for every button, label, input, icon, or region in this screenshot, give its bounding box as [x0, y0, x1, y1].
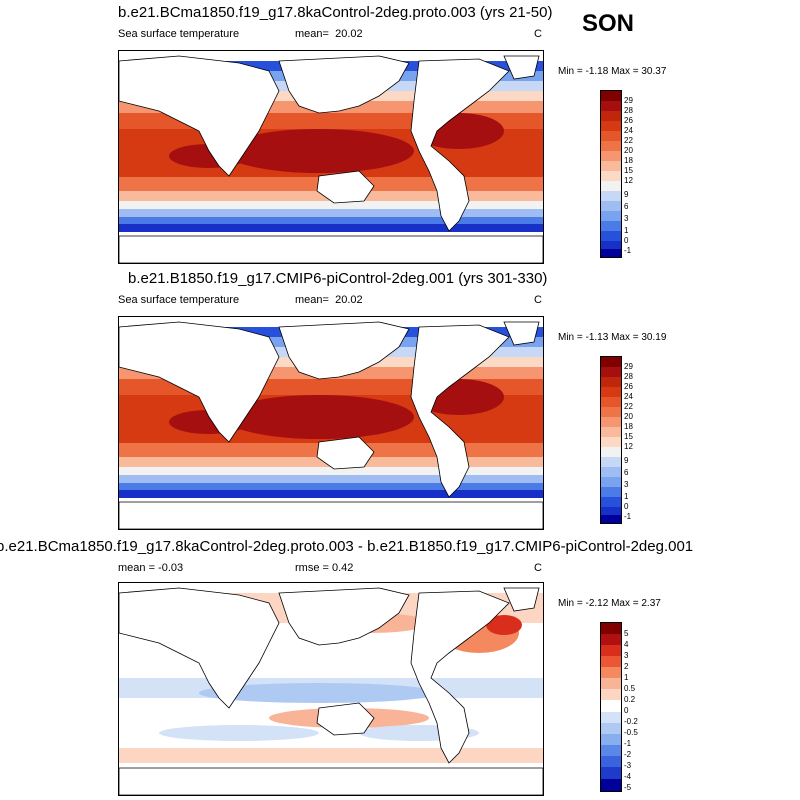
- panel2-cb-label: 28: [624, 372, 633, 381]
- panel2-title: b.e21.B1850.f19_g17.CMIP6-piControl-2deg…: [128, 270, 548, 287]
- panel3-cb-label: 3: [624, 651, 629, 660]
- panel1-cb-label: 0: [624, 236, 629, 245]
- panel1-units: C: [534, 28, 542, 40]
- panel3-minmax: Min = -2.12 Max = 2.37: [558, 598, 661, 609]
- panel2-sst-field: [119, 321, 543, 529]
- panel1-sst-field: [119, 55, 543, 263]
- panel3-cb-label: 0: [624, 706, 629, 715]
- panel2-map: [118, 316, 544, 530]
- panel1-cb-label: 20: [624, 146, 633, 155]
- panel2-colorbar: [600, 356, 622, 524]
- panel3-cb-label: 0.2: [624, 695, 636, 704]
- panel3-cb-label: -0.5: [624, 728, 638, 737]
- panel1-cb-label: 18: [624, 156, 633, 165]
- panel2-cb-label: 3: [624, 480, 629, 489]
- panel1-mean: mean= 20.02: [295, 28, 363, 40]
- panel2-cb-label: 6: [624, 468, 629, 477]
- panel2-cb-label: -1: [624, 512, 632, 521]
- panel3-title: b.e21.BCma1850.f19_g17.8kaControl-2deg.p…: [0, 538, 694, 555]
- season-label: SON: [582, 10, 635, 37]
- panel1-cb-label: 9: [624, 190, 629, 199]
- panel2-mean-value: 20.02: [335, 294, 363, 306]
- panel3-cb-label: -2: [624, 750, 632, 759]
- panel2-cb-label: 12: [624, 442, 633, 451]
- panel2-cb-label: 9: [624, 456, 629, 465]
- panel1-cb-label: 29: [624, 96, 633, 105]
- panel1-mean-label: mean=: [295, 28, 329, 40]
- panel3-cb-label: 0.5: [624, 684, 636, 693]
- panel1-cb-label: 22: [624, 136, 633, 145]
- panel2-cb-label: 24: [624, 392, 633, 401]
- panel3-rmse: rmse = 0.42: [295, 562, 354, 574]
- panel2-mean: mean= 20.02: [295, 294, 363, 306]
- panel2-cb-label: 22: [624, 402, 633, 411]
- panel3-colorbar: [600, 622, 622, 792]
- panel1-cb-label: 24: [624, 126, 633, 135]
- panel3-cb-label: 4: [624, 640, 629, 649]
- panel1-cb-label: 12: [624, 176, 633, 185]
- panel2-cb-label: 15: [624, 432, 633, 441]
- panel2-cb-label: 29: [624, 362, 633, 371]
- panel3-cb-label: 2: [624, 662, 629, 671]
- panel3-difference-field: [119, 583, 543, 795]
- panel2-cb-label: 1: [624, 492, 629, 501]
- panel1-colorbar: [600, 90, 622, 258]
- panel1-cb-label: 28: [624, 106, 633, 115]
- panel3-mean: mean = -0.03: [118, 562, 184, 574]
- panel3-cb-label: -3: [624, 761, 632, 770]
- panel2-cb-label: 26: [624, 382, 633, 391]
- panel1-cb-label: 26: [624, 116, 633, 125]
- panel3-cb-label: -1: [624, 739, 632, 748]
- panel2-mean-label: mean=: [295, 294, 329, 306]
- panel1-cb-label: 6: [624, 202, 629, 211]
- panel3-cb-label: -5: [624, 783, 632, 792]
- panel1-cb-label: 15: [624, 166, 633, 175]
- panel1-title: b.e21.BCma1850.f19_g17.8kaControl-2deg.p…: [118, 4, 553, 21]
- panel3-cb-label: 1: [624, 673, 629, 682]
- panel3-cb-label: -0.2: [624, 717, 638, 726]
- panel1-map: [118, 50, 544, 264]
- panel2-variable-label: Sea surface temperature: [118, 294, 240, 306]
- panel1-minmax: Min = -1.18 Max = 30.37: [558, 66, 667, 77]
- panel3-cb-label: 5: [624, 629, 629, 638]
- panel3-cb-label: -4: [624, 772, 632, 781]
- panel2-cb-label: 18: [624, 422, 633, 431]
- panel2-cb-label: 20: [624, 412, 633, 421]
- panel2-cb-label: 0: [624, 502, 629, 511]
- panel1-cb-label: 1: [624, 226, 629, 235]
- panel3-units: C: [534, 562, 542, 574]
- panel1-variable-label: Sea surface temperature: [118, 28, 240, 40]
- panel3-map: [118, 582, 544, 796]
- panel1-cb-label: -1: [624, 246, 632, 255]
- panel1-cb-label: 3: [624, 214, 629, 223]
- panel2-units: C: [534, 294, 542, 306]
- panel1-mean-value: 20.02: [335, 28, 363, 40]
- panel2-minmax: Min = -1.13 Max = 30.19: [558, 332, 667, 343]
